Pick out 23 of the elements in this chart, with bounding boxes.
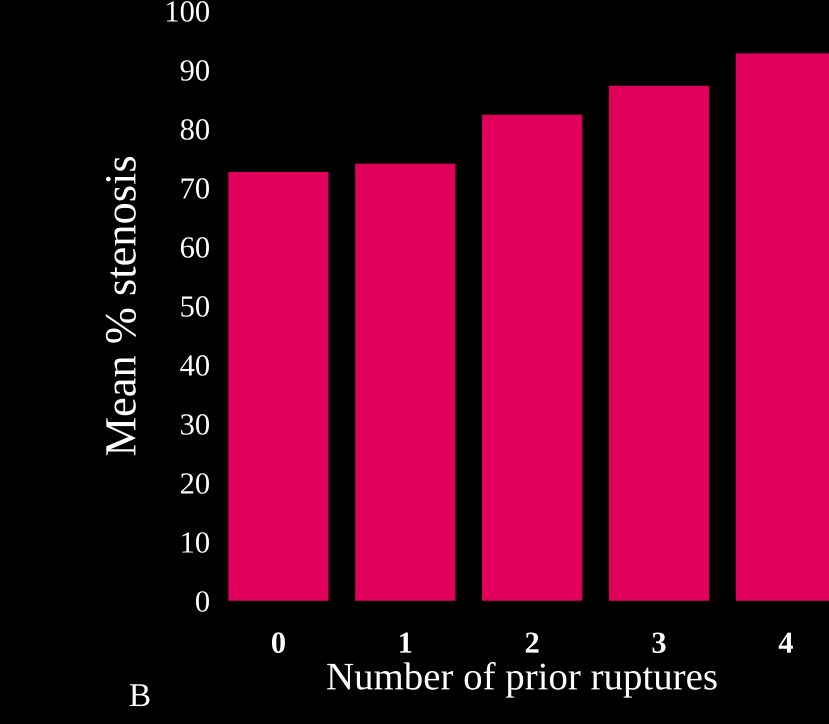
x-tick-label: 0 [272, 632, 285, 653]
bar [355, 164, 456, 601]
x-axis-title: Number of prior ruptures [327, 662, 717, 698]
bar [482, 114, 582, 601]
text: B [130, 684, 150, 706]
y-tick-label: 70 [182, 178, 209, 199]
y-tick-label: 40 [180, 355, 209, 376]
y-tick-label: 0 [196, 591, 209, 612]
y-axis-title: Mean % stenosis [106, 156, 136, 456]
y-tick-label: 50 [181, 296, 209, 317]
y-tick-label: 60 [180, 237, 209, 258]
x-tick-label: 4 [778, 632, 793, 653]
x-tick-label: 2 [526, 632, 538, 653]
bar [608, 86, 710, 601]
y-tick-label: 90 [180, 60, 209, 81]
y-tick-label: 80 [180, 119, 209, 140]
y-tick-label: 100 [166, 1, 209, 22]
bar [228, 172, 329, 601]
y-tick-label: 10 [182, 532, 209, 553]
y-tick-label: 20 [180, 473, 209, 494]
x-tick-label: 1 [400, 632, 412, 653]
x-tick-label: 3 [652, 632, 666, 653]
y-tick-label: 30 [181, 414, 209, 435]
